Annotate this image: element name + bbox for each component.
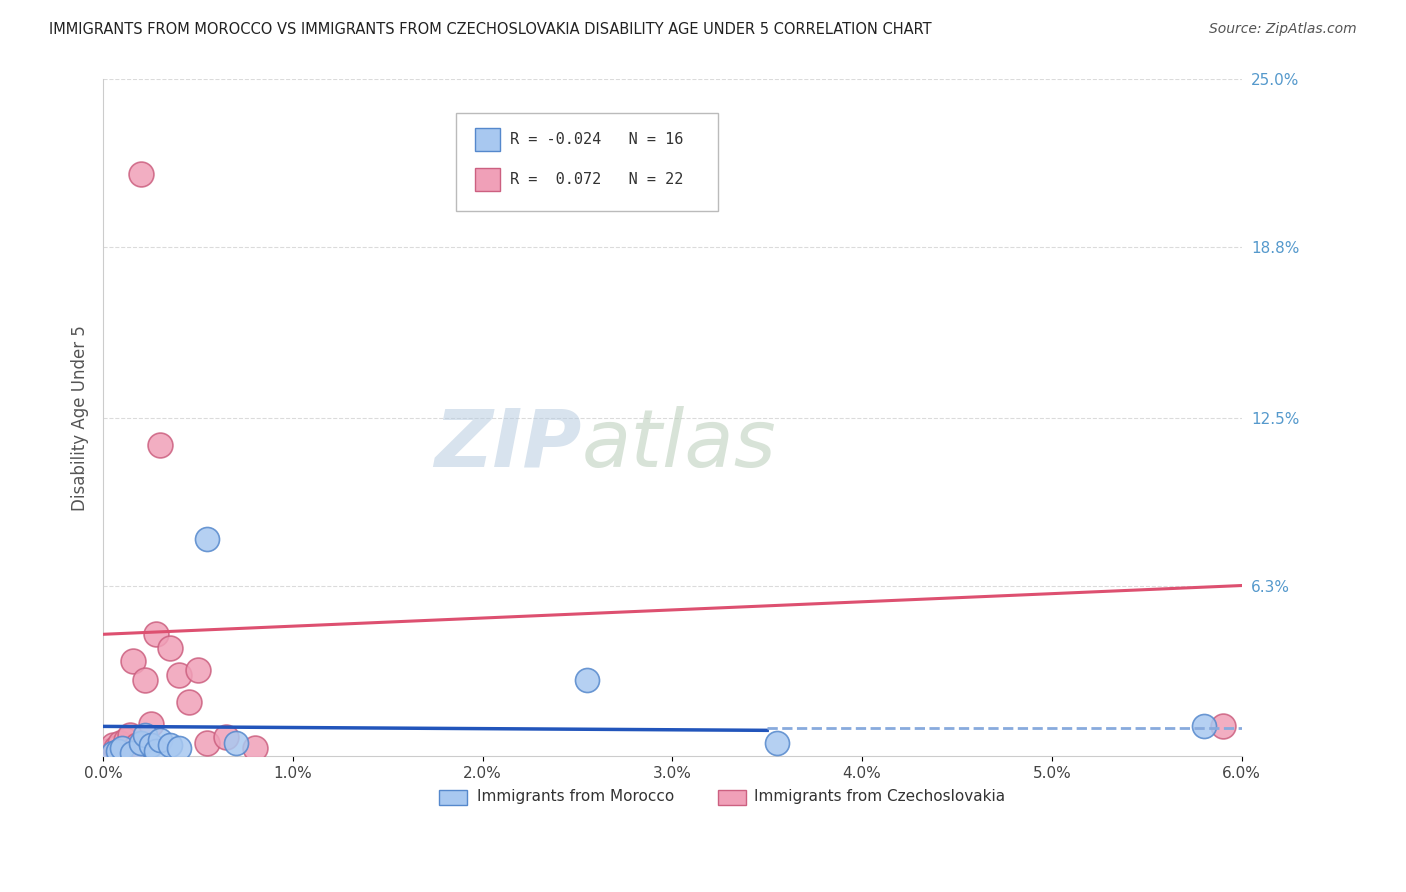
Point [129,736,152,750]
Point [111,741,134,756]
Point [139,739,162,753]
Point [115,733,138,747]
Text: R =  0.072   N = 22: R = 0.072 N = 22 [509,172,683,187]
Point [1212,719,1234,733]
Point [765,736,787,750]
Point [145,627,167,641]
Point [111,744,134,758]
Point [101,739,124,753]
Point [145,744,167,758]
Text: atlas: atlas [581,406,776,483]
Point [159,640,181,655]
Point [167,668,190,682]
Point [108,736,131,750]
Point [121,747,143,761]
Point [1192,719,1215,733]
Bar [439,790,467,805]
Point [118,727,141,741]
Point [187,663,209,677]
Point [134,727,156,741]
Bar [475,128,501,151]
Text: Immigrants from Morocco: Immigrants from Morocco [477,789,673,805]
Point [575,673,598,688]
FancyBboxPatch shape [456,113,718,211]
Point [177,695,200,709]
Point [225,736,247,750]
Point [107,744,129,758]
Text: IMMIGRANTS FROM MOROCCO VS IMMIGRANTS FROM CZECHOSLOVAKIA DISABILITY AGE UNDER 5: IMMIGRANTS FROM MOROCCO VS IMMIGRANTS FR… [49,22,932,37]
Point [134,673,156,688]
Point [197,736,219,750]
Point [105,741,128,756]
Point [215,730,238,744]
Point [149,733,172,747]
Point [243,741,266,756]
Bar [718,790,747,805]
Text: Source: ZipAtlas.com: Source: ZipAtlas.com [1209,22,1357,37]
Point [197,533,219,547]
Point [97,744,120,758]
Point [149,438,172,452]
Text: ZIP: ZIP [434,406,581,483]
Bar [475,169,501,191]
Y-axis label: Disability Age Under 5: Disability Age Under 5 [72,325,89,510]
Point [101,747,124,761]
Point [167,741,190,756]
Point [139,716,162,731]
Point [159,739,181,753]
Text: R = -0.024   N = 16: R = -0.024 N = 16 [509,132,683,147]
Point [122,654,145,668]
Point [129,167,152,181]
Text: Immigrants from Czechoslovakia: Immigrants from Czechoslovakia [754,789,1005,805]
Point [127,739,149,753]
